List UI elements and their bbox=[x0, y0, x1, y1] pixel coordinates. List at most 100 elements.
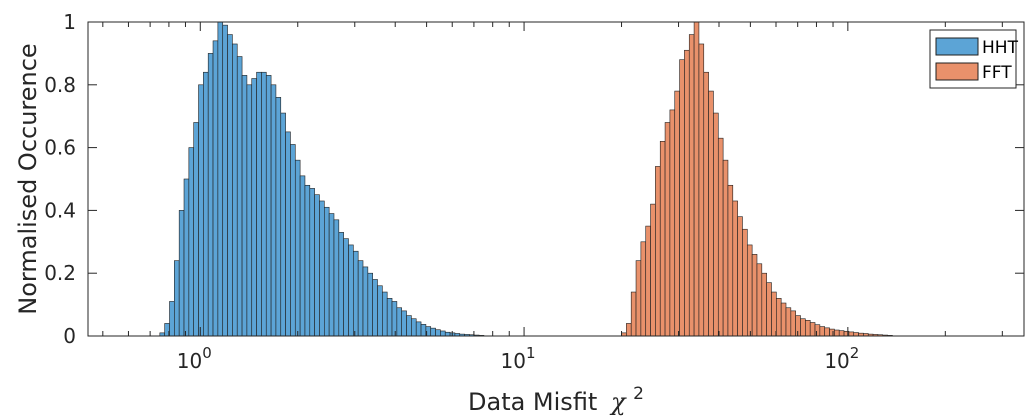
bar-hht-44 bbox=[372, 279, 378, 337]
bar-fft-39 bbox=[809, 322, 816, 337]
bar-hht-4 bbox=[178, 210, 185, 337]
bar-fft-43 bbox=[829, 328, 835, 337]
bar-fft-26 bbox=[746, 244, 753, 337]
y-tick-label-5: 1 bbox=[63, 10, 76, 34]
y-axis-label: Normalised Occurence bbox=[14, 43, 42, 314]
x-tick-base-2: 10 bbox=[824, 349, 849, 373]
bar-fft-17 bbox=[703, 71, 709, 337]
bar-fft-40 bbox=[814, 324, 821, 337]
bar-hht-3 bbox=[174, 260, 180, 337]
bar-fft-9 bbox=[664, 122, 671, 337]
bar-hht-12 bbox=[217, 21, 224, 337]
bar-hht-48 bbox=[391, 301, 398, 337]
bar-hht-21 bbox=[261, 71, 267, 337]
x-tick-label-1: 101 bbox=[501, 344, 536, 373]
bar-fft-28 bbox=[756, 263, 763, 337]
legend-label-fft: FFT bbox=[982, 63, 1012, 83]
y-tick-label-3: 0.6 bbox=[44, 136, 76, 160]
bar-fft-32 bbox=[776, 298, 782, 337]
legend-swatch-hht bbox=[935, 37, 979, 56]
bar-hht-26 bbox=[285, 131, 291, 337]
x-tick-exponent-0: 0 bbox=[202, 344, 212, 362]
x-axis-label-symbol: χ bbox=[609, 388, 627, 416]
bar-fft-48 bbox=[853, 332, 859, 337]
bar-fft-4 bbox=[640, 241, 647, 337]
bar-hht-50 bbox=[401, 310, 407, 337]
bar-hht-2 bbox=[169, 301, 175, 337]
legend-label-hht: HHT bbox=[982, 38, 1019, 58]
bar-fft-18 bbox=[708, 90, 714, 337]
plot-frame bbox=[87, 21, 1025, 337]
bar-fft-42 bbox=[824, 327, 830, 337]
bar-fft-44 bbox=[834, 329, 840, 337]
bar-fft-8 bbox=[659, 141, 666, 337]
bar-hht-6 bbox=[188, 147, 194, 337]
bar-hht-40 bbox=[353, 250, 359, 337]
bar-hht-32 bbox=[314, 194, 320, 337]
bar-hht-28 bbox=[294, 159, 301, 337]
y-tick-label-1: 0.2 bbox=[44, 261, 76, 285]
bar-fft-6 bbox=[650, 203, 656, 337]
bar-hht-57 bbox=[435, 329, 441, 337]
y-tick-label-0: 0 bbox=[63, 324, 76, 348]
bar-fft-5 bbox=[645, 225, 651, 337]
bar-fft-1 bbox=[626, 323, 632, 337]
x-tick-base-0: 10 bbox=[177, 349, 202, 373]
bar-fft-30 bbox=[766, 282, 772, 337]
bar-fft-3 bbox=[635, 260, 642, 337]
x-tick-exponent-1: 1 bbox=[526, 344, 536, 362]
bar-hht-15 bbox=[232, 43, 238, 337]
bar-fft-24 bbox=[737, 216, 743, 337]
bar-hht-22 bbox=[265, 75, 272, 337]
x-axis-label: Data Misfit χ 2 bbox=[468, 384, 644, 416]
bar-hht-35 bbox=[328, 213, 335, 337]
bar-hht-24 bbox=[275, 97, 282, 337]
bar-hht-47 bbox=[386, 298, 393, 337]
bar-hht-29 bbox=[299, 175, 306, 337]
bar-hht-25 bbox=[280, 112, 286, 337]
bar-fft-11 bbox=[674, 90, 680, 337]
bar-hht-42 bbox=[362, 266, 369, 337]
bar-hht-56 bbox=[430, 327, 436, 337]
bar-hht-51 bbox=[406, 315, 412, 337]
bar-hht-18 bbox=[246, 84, 253, 337]
bar-fft-33 bbox=[780, 302, 787, 337]
bar-hht-14 bbox=[227, 34, 233, 337]
bar-fft-13 bbox=[684, 49, 690, 337]
bar-hht-10 bbox=[207, 53, 214, 337]
bar-fft-25 bbox=[742, 228, 748, 337]
bar-hht-46 bbox=[382, 291, 388, 337]
bar-hht-7 bbox=[193, 122, 199, 337]
bar-fft-29 bbox=[761, 272, 767, 337]
bar-hht-33 bbox=[319, 200, 325, 337]
bar-hht-41 bbox=[357, 260, 364, 337]
bar-hht-19 bbox=[251, 78, 257, 337]
bar-fft-12 bbox=[679, 59, 685, 337]
bar-fft-2 bbox=[630, 291, 637, 337]
bar-hht-9 bbox=[203, 71, 209, 337]
bar-hht-59 bbox=[444, 331, 451, 337]
axes-layer bbox=[87, 21, 1025, 337]
bar-hht-8 bbox=[198, 84, 204, 337]
bar-hht-30 bbox=[304, 184, 311, 337]
bar-hht-37 bbox=[338, 232, 344, 337]
bar-hht-52 bbox=[411, 318, 417, 337]
bar-hht-38 bbox=[343, 238, 349, 337]
bar-hht-11 bbox=[212, 40, 219, 337]
bar-fft-27 bbox=[751, 254, 758, 337]
bar-hht-39 bbox=[348, 244, 354, 337]
bar-fft-47 bbox=[848, 331, 855, 337]
y-tick-label-2: 0.4 bbox=[44, 198, 76, 222]
x-tick-label-0: 100 bbox=[177, 344, 212, 373]
bar-fft-10 bbox=[669, 109, 676, 337]
bar-hht-45 bbox=[377, 285, 383, 337]
bar-hht-5 bbox=[183, 178, 190, 337]
legend-swatch-fft bbox=[935, 62, 979, 81]
bar-hht-49 bbox=[396, 307, 402, 337]
x-axis-label-exponent: 2 bbox=[633, 384, 644, 404]
bar-hht-58 bbox=[440, 330, 446, 337]
bar-fft-19 bbox=[713, 112, 719, 337]
bar-hht-36 bbox=[333, 219, 340, 337]
